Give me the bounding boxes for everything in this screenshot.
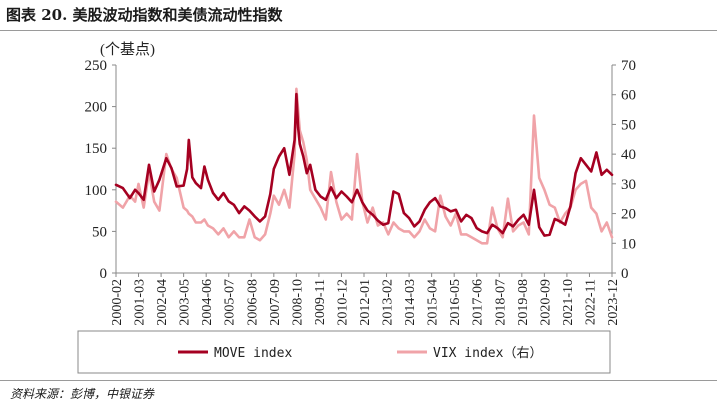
x-tick-label: 2004-06 (200, 279, 215, 326)
right-tick-label: 10 (621, 236, 636, 252)
x-axis-ticks: 2000-02 2001-03 2002-04 2003-05 2004-06 2005-… (110, 273, 621, 326)
source-note: 资料来源：彭博，中银证券 (10, 387, 155, 401)
legend-label-move: MOVE index (214, 346, 292, 361)
x-tick-label: 2002-04 (155, 279, 170, 326)
x-tick-label: 2013-02 (381, 279, 396, 326)
right-tick-label: 20 (621, 207, 636, 223)
left-tick-label: 250 (85, 58, 108, 74)
series-layer (114, 87, 614, 245)
left-tick-label: 100 (85, 183, 108, 199)
x-tick-label: 2022-11 (583, 279, 598, 325)
chart: (个基点) 0 50 100 150 200 250 0 10 20 30 40 50 60 70 20… (77, 41, 636, 374)
right-axis-ticks: 0 10 20 30 40 50 60 70 (612, 58, 636, 282)
right-tick-label: 50 (621, 117, 636, 133)
x-tick-label: 2019-08 (516, 279, 531, 326)
right-tick-label: 60 (621, 88, 636, 104)
x-tick-label: 2012-01 (358, 279, 373, 326)
left-axis-ticks: 0 50 100 150 200 250 (85, 58, 116, 282)
left-tick-label: 200 (85, 100, 108, 116)
right-tick-label: 40 (621, 147, 636, 163)
x-tick-label: 2021-10 (561, 279, 576, 326)
x-tick-label: 2005-07 (223, 279, 238, 326)
figure-title: 图表 20. 美股波动指数和美债流动性指数 (6, 6, 283, 24)
bottom-rule (0, 380, 717, 381)
legend-label-vix: VIX index（右） (433, 346, 542, 361)
y-unit-label: (个基点) (100, 41, 155, 58)
x-tick-label: 2018-07 (493, 279, 508, 326)
x-tick-label: 2007-09 (268, 279, 283, 326)
x-tick-label: 2016-05 (448, 279, 463, 326)
right-tick-label: 0 (621, 266, 629, 282)
x-tick-label: 2017-06 (471, 279, 486, 326)
x-tick-label: 2020-09 (538, 279, 553, 326)
x-tick-label: 2009-11 (313, 279, 328, 325)
left-tick-label: 0 (100, 266, 108, 282)
x-tick-label: 2006-08 (245, 279, 260, 326)
x-tick-label: 2023-12 (606, 279, 621, 326)
series-move-line (114, 92, 614, 237)
x-tick-label: 2014-03 (403, 279, 418, 326)
x-tick-label: 2008-10 (290, 279, 305, 326)
series-vix-line (114, 87, 614, 245)
x-tick-label: 2003-05 (178, 279, 193, 326)
right-tick-label: 70 (621, 58, 636, 74)
x-tick-label: 2010-12 (335, 279, 350, 326)
legend-box (77, 330, 611, 374)
title-rule (0, 30, 717, 31)
left-tick-label: 150 (85, 141, 108, 157)
x-tick-label: 2015-04 (426, 279, 441, 326)
right-tick-label: 30 (621, 177, 636, 193)
x-tick-label: 2001-03 (133, 279, 148, 326)
x-tick-label: 2000-02 (110, 279, 125, 326)
left-tick-label: 50 (92, 224, 107, 240)
